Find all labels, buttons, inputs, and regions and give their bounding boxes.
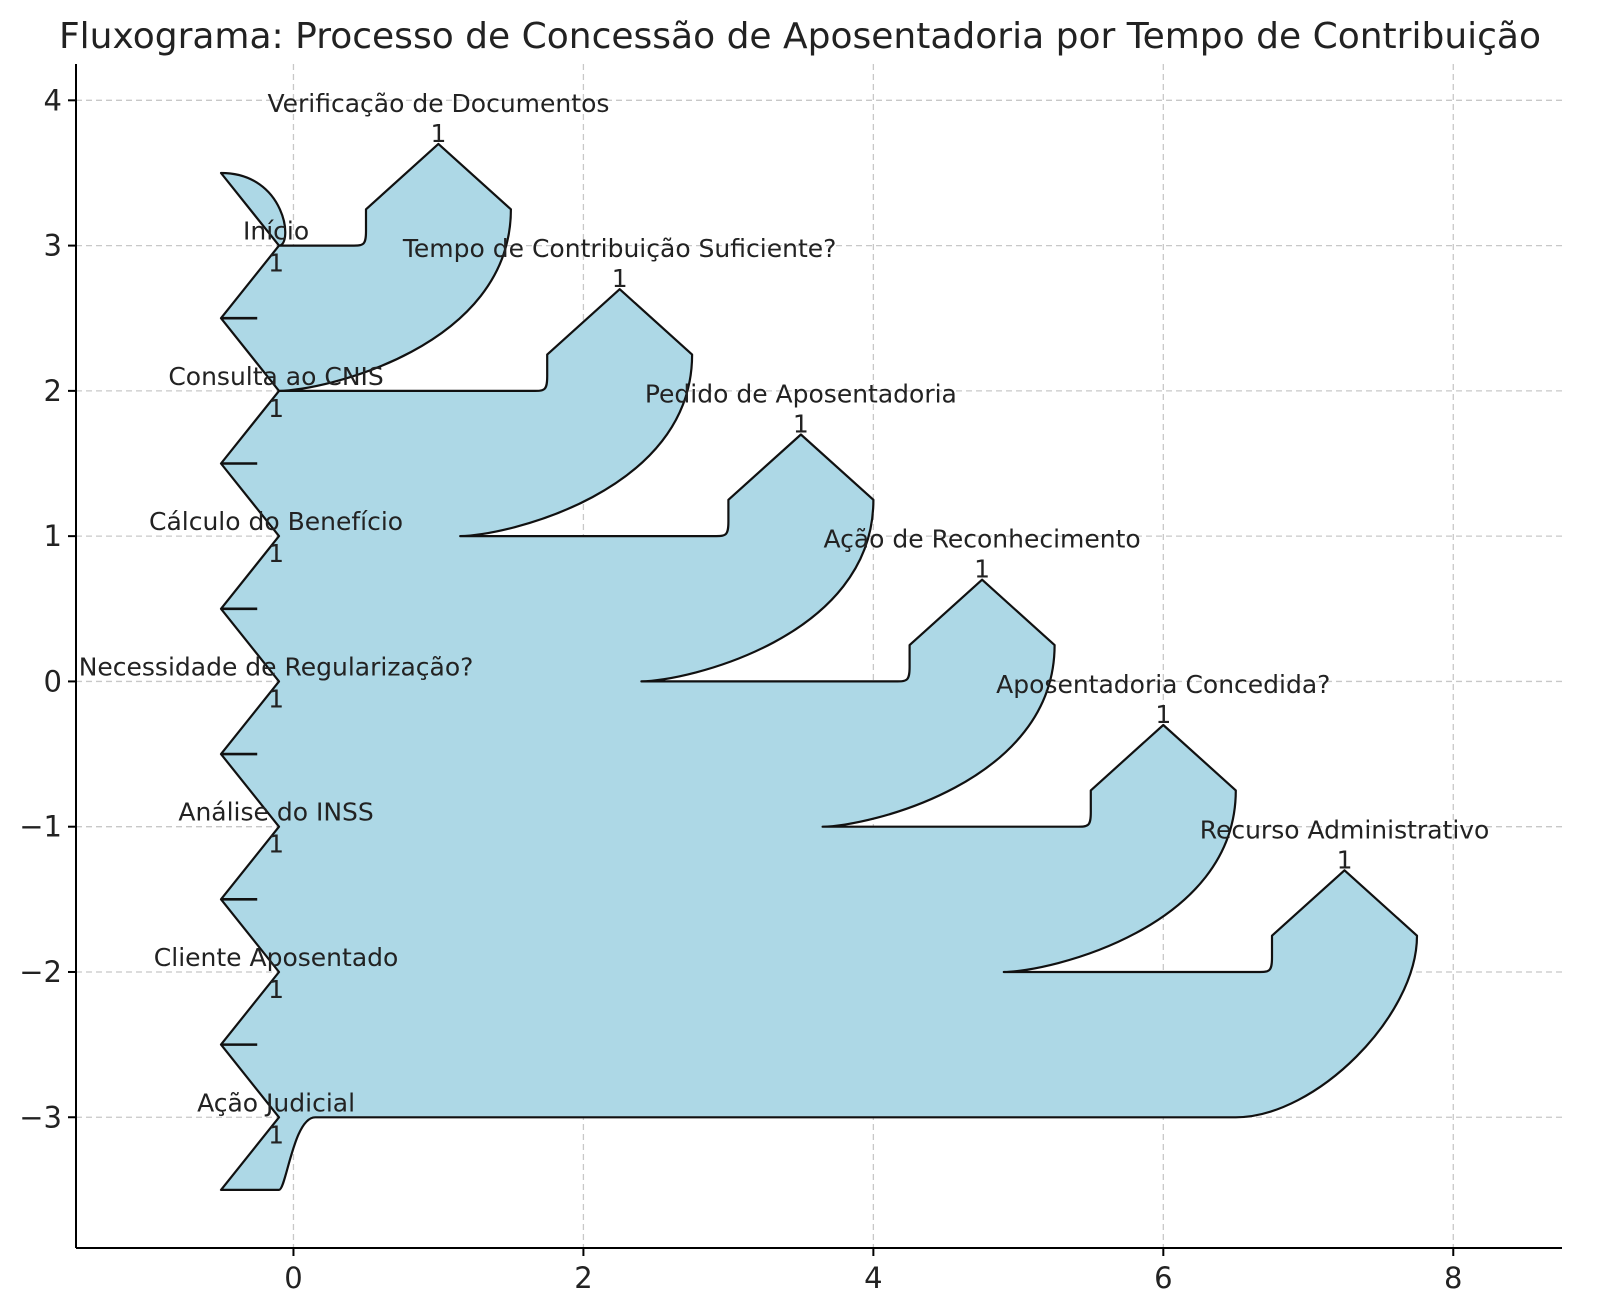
- y-tick-label: −2: [19, 955, 62, 989]
- output-label: Recurso Administrativo: [1200, 815, 1490, 844]
- y-tick-label: 4: [44, 83, 62, 117]
- input-label: Início: [243, 217, 309, 246]
- x-tick-label: 4: [864, 1261, 882, 1295]
- flow-shapes: [219, 142, 1419, 1191]
- y-tick-label: 2: [44, 374, 62, 408]
- y-tick-label: 0: [44, 664, 62, 698]
- y-tick-label: 1: [44, 519, 62, 553]
- input-flow-value: 1: [268, 975, 284, 1004]
- input-label: Necessidade de Regularização?: [79, 652, 474, 681]
- input-label: Consulta ao CNIS: [168, 362, 383, 391]
- input-label: Ação Judicial: [197, 1088, 355, 1117]
- output-flow-value: 1: [612, 264, 628, 293]
- input-flow-value: 1: [268, 1120, 284, 1149]
- x-tick-label: 6: [1154, 1261, 1172, 1295]
- output-flow-value: 1: [793, 409, 809, 438]
- y-tick-label: −3: [19, 1100, 62, 1134]
- input-flow-value: 1: [268, 684, 284, 713]
- output-flow-value: 1: [430, 119, 446, 148]
- output-flow-value: 1: [1155, 700, 1171, 729]
- input-flow-value: 1: [268, 539, 284, 568]
- input-flow-value: 1: [268, 249, 284, 278]
- input-flow-value: 1: [268, 394, 284, 423]
- axes: 0 2 4 6 8 4 3 2 1 0 −1 −2 −3: [19, 64, 1562, 1295]
- y-tick-label: 3: [44, 229, 62, 263]
- flow-labels: Início 1 Consulta ao CNIS 1 Cálculo do Benef…: [79, 89, 1490, 1149]
- output-label: Aposentadoria Concedida?: [996, 670, 1330, 699]
- output-label: Verificação de Documentos: [267, 89, 609, 118]
- input-flow-value: 1: [268, 830, 284, 859]
- input-label: Análise do INSS: [178, 798, 373, 827]
- output-flow-value: 1: [974, 555, 990, 584]
- y-tick-label: −1: [19, 810, 62, 844]
- x-tick-label: 2: [574, 1261, 592, 1295]
- x-tick-label: 0: [284, 1261, 302, 1295]
- input-label: Cliente Aposentado: [154, 943, 399, 972]
- output-flow-value: 1: [1337, 845, 1353, 874]
- output-label: Pedido de Aposentadoria: [645, 379, 957, 408]
- output-label: Tempo de Contribuição Suficiente?: [402, 234, 836, 263]
- output-label: Ação de Reconhecimento: [823, 525, 1140, 554]
- input-label: Cálculo do Benefício: [149, 507, 403, 536]
- diagram-title: Fluxograma: Processo de Concessão de Apo…: [59, 16, 1541, 57]
- x-tick-label: 8: [1444, 1261, 1462, 1295]
- flow-ribbon: [219, 142, 1419, 1191]
